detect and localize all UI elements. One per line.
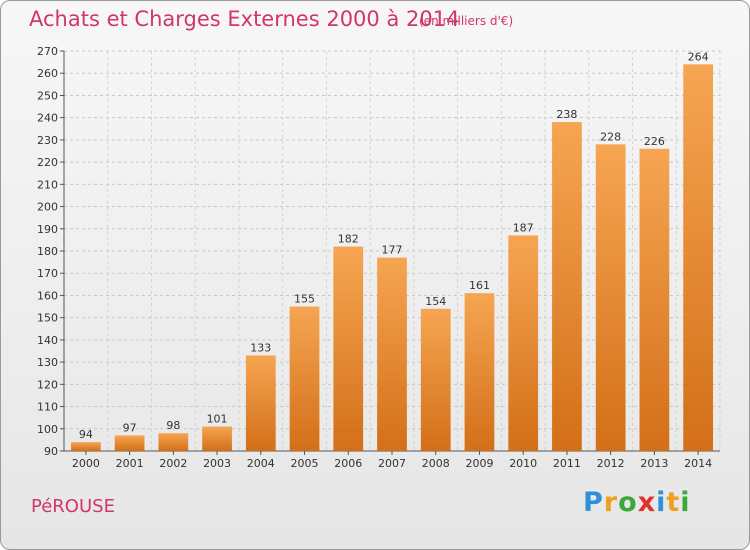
chart-unit: (en milliers d'€) bbox=[419, 14, 514, 28]
y-tick-label: 140 bbox=[37, 334, 58, 347]
x-tick-label: 2013 bbox=[640, 457, 668, 470]
y-tick-label: 230 bbox=[37, 134, 58, 147]
bar bbox=[377, 257, 407, 451]
logo-letter: P bbox=[583, 487, 604, 518]
x-tick-label: 2006 bbox=[334, 457, 362, 470]
y-tick-label: 150 bbox=[37, 312, 58, 325]
logo-letter: x bbox=[637, 487, 657, 518]
bar bbox=[333, 246, 364, 451]
y-tick-label: 120 bbox=[37, 378, 58, 391]
value-label: 228 bbox=[600, 130, 621, 143]
logo-letter: i bbox=[680, 487, 691, 518]
y-tick-label: 130 bbox=[37, 356, 58, 369]
bar bbox=[552, 122, 582, 451]
value-label: 97 bbox=[123, 421, 137, 434]
y-tick-label: 90 bbox=[44, 445, 58, 458]
bar bbox=[289, 306, 320, 451]
axes: 90 100 110 120 130 140 150 160 170 180 190 200 210 22… bbox=[37, 45, 720, 470]
value-label: 264 bbox=[688, 50, 709, 63]
x-tick-label: 2007 bbox=[378, 457, 406, 470]
bar bbox=[158, 433, 189, 451]
bar bbox=[70, 442, 101, 451]
y-tick-label: 250 bbox=[37, 89, 58, 102]
value-label: 187 bbox=[513, 221, 534, 234]
logo-letter: t bbox=[666, 487, 681, 518]
logo-letter: i bbox=[656, 487, 667, 518]
bar bbox=[508, 235, 539, 451]
value-label: 154 bbox=[425, 295, 446, 308]
x-tick-label: 2005 bbox=[291, 457, 319, 470]
y-tick-label: 190 bbox=[37, 223, 58, 236]
x-tick-label: 2003 bbox=[203, 457, 231, 470]
chart-title: Achats et Charges Externes 2000 à 2014 bbox=[29, 7, 460, 31]
bar bbox=[683, 64, 714, 452]
proxiti-logo: Proxiti bbox=[583, 487, 691, 518]
value-label: 177 bbox=[382, 244, 403, 257]
y-tick-label: 100 bbox=[37, 423, 58, 436]
commune-name: PéROUSE bbox=[31, 496, 115, 517]
value-label: 155 bbox=[294, 293, 315, 306]
y-tick-label: 180 bbox=[37, 245, 58, 258]
value-label: 94 bbox=[79, 428, 93, 441]
bar bbox=[245, 355, 276, 451]
value-label: 182 bbox=[338, 233, 359, 246]
x-tick-label: 2011 bbox=[553, 457, 581, 470]
y-tick-label: 240 bbox=[37, 112, 58, 125]
x-tick-label: 2009 bbox=[465, 457, 493, 470]
x-tick-label: 2000 bbox=[72, 457, 100, 470]
y-tick-label: 260 bbox=[37, 67, 58, 80]
bars bbox=[70, 64, 714, 452]
y-tick-label: 270 bbox=[37, 45, 58, 58]
x-tick-label: 2014 bbox=[684, 457, 712, 470]
x-tick-label: 2001 bbox=[116, 457, 144, 470]
y-tick-label: 220 bbox=[37, 156, 58, 169]
y-tick-label: 200 bbox=[37, 201, 58, 214]
value-label: 133 bbox=[250, 341, 271, 354]
bar bbox=[420, 308, 451, 451]
bar bbox=[114, 435, 145, 451]
value-label: 226 bbox=[644, 135, 665, 148]
bar bbox=[464, 293, 495, 451]
value-label: 238 bbox=[556, 108, 577, 121]
bar bbox=[595, 144, 626, 452]
value-label: 101 bbox=[207, 413, 228, 426]
x-tick-label: 2002 bbox=[159, 457, 187, 470]
value-labels: 94 97 98 101 133 155 182 177 154 161 187 238 228 226 2… bbox=[79, 50, 709, 441]
x-tick-label: 2008 bbox=[422, 457, 450, 470]
x-tick-label: 2004 bbox=[247, 457, 275, 470]
y-tick-label: 160 bbox=[37, 289, 58, 302]
logo-letter: r bbox=[603, 487, 619, 518]
value-label: 161 bbox=[469, 279, 490, 292]
bar bbox=[639, 148, 670, 451]
bar bbox=[202, 426, 232, 451]
y-tick-label: 210 bbox=[37, 178, 58, 191]
y-tick-label: 110 bbox=[37, 401, 58, 414]
value-label: 98 bbox=[166, 419, 180, 432]
logo-letter: o bbox=[618, 487, 638, 518]
x-tick-label: 2012 bbox=[597, 457, 625, 470]
y-tick-label: 170 bbox=[37, 267, 58, 280]
x-tick-label: 2010 bbox=[509, 457, 537, 470]
